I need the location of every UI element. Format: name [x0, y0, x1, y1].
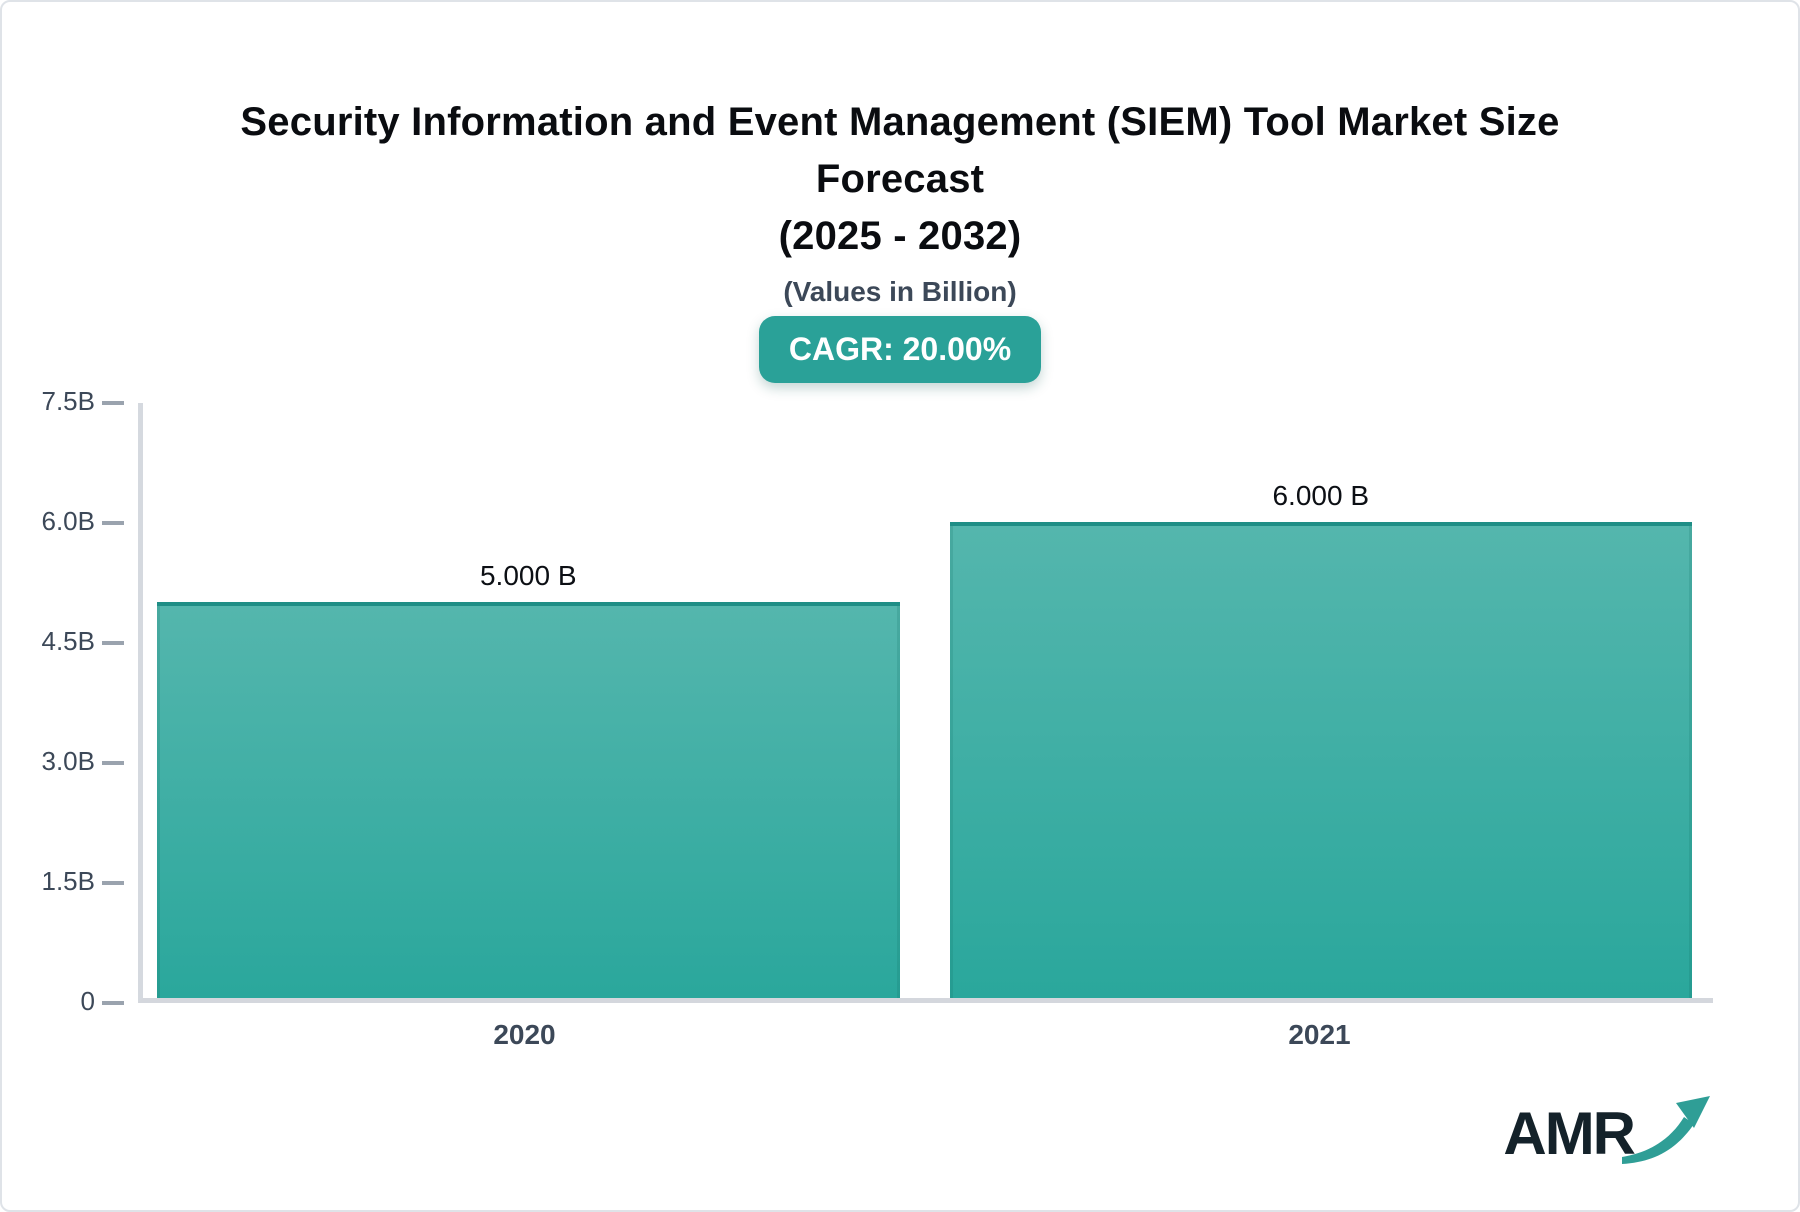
y-tick-label: 6.0B — [41, 506, 96, 537]
y-tick-mark — [102, 761, 124, 766]
y-tick-mark — [102, 1001, 124, 1006]
y-tick-label: 1.5B — [41, 866, 96, 897]
y-tick-mark — [102, 401, 124, 406]
y-tick-label: 3.0B — [41, 746, 96, 777]
x-axis-labels: 2020 2021 — [138, 1019, 1713, 1051]
chart-title-line2: (2025 - 2032) — [778, 213, 1022, 258]
bar-2021[interactable] — [949, 522, 1692, 999]
amr-logo-text: AMR — [1503, 1100, 1636, 1167]
amr-logo: AMR — [1503, 1090, 1712, 1168]
y-tick-label: 0 — [80, 986, 95, 1017]
cagr-badge: CAGR: 20.00% — [758, 316, 1042, 384]
bar-value-label-2021: 6.000 B — [1272, 480, 1370, 512]
y-tick-label: 4.5B — [41, 626, 96, 657]
x-tick-label-2020: 2020 — [493, 1019, 556, 1051]
chart-subtitle: (Values in Billion) — [783, 276, 1017, 308]
chart-header: Security Information and Event Managemen… — [2, 2, 1798, 384]
y-tick-label: 7.5B — [41, 386, 96, 417]
y-tick-mark — [102, 521, 124, 526]
growth-arrow-icon — [1622, 1096, 1710, 1164]
chart-title-line1: Security Information and Event Managemen… — [240, 100, 1560, 201]
bar-column-2021: 6.000 B — [949, 403, 1692, 999]
chart-area: 5.000 B 6.000 B 0 1.5B 3.0B 4.5B 6.0B 7.5B — [42, 386, 1713, 1016]
y-tick-mark — [102, 641, 124, 646]
bar-value-label-2020: 5.000 B — [479, 559, 577, 591]
bar-column-2020: 5.000 B — [157, 403, 900, 999]
bar-2020[interactable] — [157, 601, 900, 999]
x-tick-label-2021: 2021 — [1288, 1019, 1351, 1051]
plot-area: 5.000 B 6.000 B — [138, 403, 1713, 1004]
y-tick-mark — [102, 881, 124, 886]
